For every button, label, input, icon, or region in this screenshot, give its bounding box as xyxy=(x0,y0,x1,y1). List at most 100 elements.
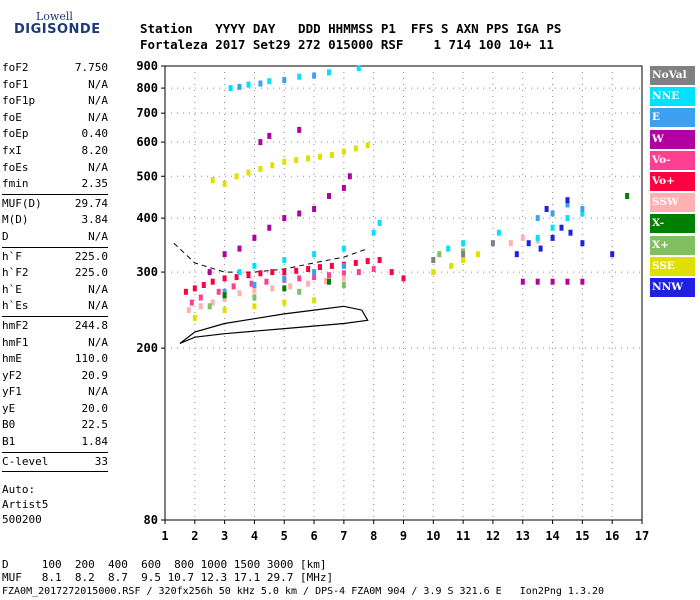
param-row: MUF(D) 29.74 xyxy=(2,196,108,213)
param-label: hmF1 xyxy=(2,335,29,349)
data-point-e xyxy=(237,83,242,90)
param-label: fxI xyxy=(2,143,22,157)
param-row: foE N/A xyxy=(2,110,108,127)
x-tick-label: 6 xyxy=(310,529,317,543)
data-point-ssw xyxy=(288,283,293,290)
data-point-vo- xyxy=(210,278,215,285)
data-point-x- xyxy=(625,193,630,199)
y-tick-label: 900 xyxy=(136,59,158,73)
legend-item-w: W xyxy=(650,129,695,149)
legend-item-vo-: Vo+ xyxy=(650,171,695,191)
data-point-w xyxy=(312,206,317,212)
legend-item-e: E xyxy=(650,108,695,128)
param-row: B0 22.5 xyxy=(2,417,108,434)
param-group-confidence: C-level 33 xyxy=(2,454,108,471)
data-point-sse xyxy=(246,169,251,176)
param-row: B1 1.84 xyxy=(2,434,108,451)
data-point-nne xyxy=(228,85,233,92)
separator xyxy=(2,471,108,473)
param-row: hmF1 N/A xyxy=(2,335,108,352)
data-point-vo- xyxy=(327,272,331,279)
param-value: 8.20 xyxy=(81,143,109,157)
param-label: foF1 xyxy=(2,77,29,91)
data-point-sse xyxy=(222,180,227,187)
param-row: hmF2 244.8 xyxy=(2,318,108,335)
data-point-sse xyxy=(282,299,287,306)
legend-item-x-: X- xyxy=(650,214,695,234)
x-tick-label: 2 xyxy=(191,529,198,543)
data-point-vo- xyxy=(341,270,346,277)
data-point-vo- xyxy=(234,274,239,281)
x-tick-label: 1 xyxy=(161,529,168,543)
data-point-sse xyxy=(282,158,287,165)
data-point-sse xyxy=(476,251,480,258)
y-tick-label: 800 xyxy=(136,81,158,95)
x-tick-label: 5 xyxy=(281,529,288,543)
auto-program: Artist5 xyxy=(2,498,49,511)
x-tick-label: 10 xyxy=(426,529,440,543)
x-tick-label: 8 xyxy=(370,529,377,543)
param-label: hmF2 xyxy=(2,318,29,332)
param-row: h`E N/A xyxy=(2,282,108,299)
data-point-ssw xyxy=(341,275,346,282)
legend-item-sse: SSE xyxy=(650,256,695,276)
data-point-nnw xyxy=(565,197,570,204)
param-value: N/A xyxy=(88,110,108,124)
data-point-nnw xyxy=(526,240,531,247)
data-point-nnw xyxy=(514,251,519,258)
data-point-vo- xyxy=(318,264,322,271)
data-point-w xyxy=(297,126,302,133)
data-point-nne xyxy=(565,215,570,222)
param-value: 20.9 xyxy=(81,368,109,382)
param-value: 244.8 xyxy=(74,318,108,332)
param-label: foF2 xyxy=(2,61,29,74)
auto-label: Auto: xyxy=(2,483,36,496)
data-point-e xyxy=(341,262,346,269)
data-point-e xyxy=(312,72,317,79)
data-point-ssw xyxy=(306,280,311,287)
data-point-vo- xyxy=(312,274,317,281)
header-values: Fortaleza 2017 Set29 272 015000 RSF 1 71… xyxy=(140,37,554,52)
header-labels: Station YYYY DAY DDD HHMMSS P1 FFS S AXN… xyxy=(140,21,562,36)
data-point-vo- xyxy=(192,285,197,292)
data-point-vo- xyxy=(401,275,406,282)
data-point-w xyxy=(267,132,272,139)
data-point-nne xyxy=(267,78,272,85)
x-tick-label: 17 xyxy=(635,529,649,543)
data-point-vo- xyxy=(216,288,221,295)
logo-lowell: Lowell xyxy=(36,10,73,23)
data-point-sse xyxy=(210,177,215,183)
param-row: h`F2 225.0 xyxy=(2,265,108,282)
data-point-sse xyxy=(365,142,370,149)
logo-digisonde: DIGISONDE xyxy=(14,22,101,37)
data-point-vo- xyxy=(231,283,236,290)
data-point-sse xyxy=(252,303,257,310)
param-row: M(D) 3.84 xyxy=(2,212,108,229)
data-point-e xyxy=(258,80,263,87)
legend-item-noval: NoVal xyxy=(650,66,695,85)
data-point-nnw xyxy=(580,240,585,247)
x-tick-label: 16 xyxy=(605,529,619,543)
data-point-ssw xyxy=(324,278,328,284)
data-point-vo- xyxy=(297,275,302,282)
param-label: M(D) xyxy=(2,213,29,227)
separator xyxy=(2,193,108,195)
data-point-vo- xyxy=(294,267,299,274)
param-row: h`Es N/A xyxy=(2,298,108,315)
data-point-ssw xyxy=(520,234,525,241)
data-point-e xyxy=(222,288,227,295)
param-label: fmin xyxy=(2,177,29,191)
param-value: 20.0 xyxy=(81,401,109,415)
data-point-w xyxy=(222,251,227,258)
dashed-profile-curve xyxy=(173,242,368,273)
data-point-e xyxy=(550,210,555,217)
param-value: N/A xyxy=(88,282,108,296)
data-point-sse xyxy=(306,155,311,162)
data-point-w xyxy=(565,278,570,285)
scaled-trace-curve xyxy=(179,305,369,345)
legend-item-vo-: Vo- xyxy=(650,150,695,170)
y-tick-label: 600 xyxy=(136,135,158,149)
data-point-e xyxy=(252,282,257,288)
plot-frame xyxy=(164,65,643,521)
data-point-noval xyxy=(431,257,436,263)
